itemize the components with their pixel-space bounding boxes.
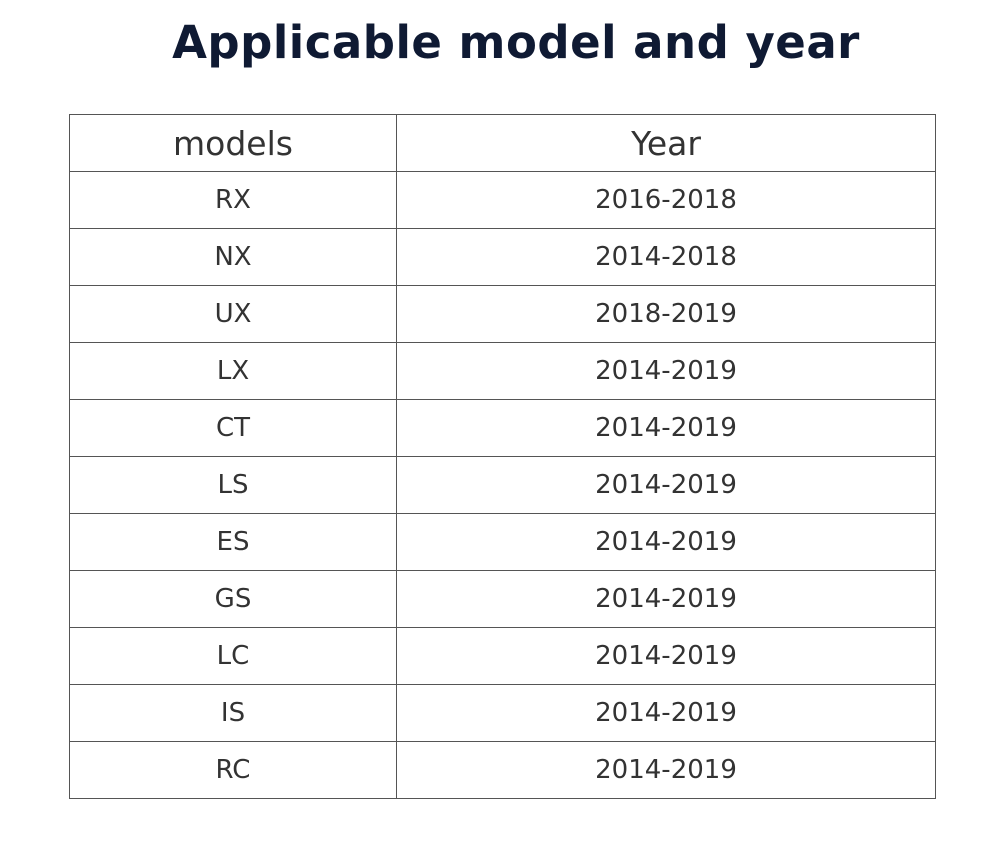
model-cell: UX	[69, 285, 397, 343]
table-row: UX 2018-2019	[69, 285, 936, 343]
table-row: LC 2014-2019	[69, 627, 936, 685]
model-cell: RX	[69, 171, 397, 229]
model-cell: GS	[69, 570, 397, 628]
table-row: LX 2014-2019	[69, 342, 936, 400]
year-cell: 2014-2019	[396, 342, 936, 400]
model-cell: LS	[69, 456, 397, 514]
year-cell: 2014-2019	[396, 456, 936, 514]
model-cell: RC	[69, 741, 397, 799]
table-row: ES 2014-2019	[69, 513, 936, 571]
table-header-row: models Year	[69, 114, 936, 172]
model-cell: CT	[69, 399, 397, 457]
year-cell: 2014-2019	[396, 570, 936, 628]
table-row: GS 2014-2019	[69, 570, 936, 628]
column-header-models: models	[69, 114, 397, 172]
model-cell: IS	[69, 684, 397, 742]
year-cell: 2014-2019	[396, 741, 936, 799]
year-cell: 2014-2019	[396, 684, 936, 742]
year-cell: 2014-2019	[396, 513, 936, 571]
year-cell: 2014-2018	[396, 228, 936, 286]
table-row: LS 2014-2019	[69, 456, 936, 514]
year-cell: 2018-2019	[396, 285, 936, 343]
year-cell: 2014-2019	[396, 399, 936, 457]
model-cell: NX	[69, 228, 397, 286]
table-row: IS 2014-2019	[69, 684, 936, 742]
table-row: CT 2014-2019	[69, 399, 936, 457]
model-year-table: models Year RX 2016-2018 NX 2014-2018 UX…	[69, 114, 936, 799]
table-row: NX 2014-2018	[69, 228, 936, 286]
page-title: Applicable model and year	[172, 16, 860, 69]
column-header-year: Year	[396, 114, 936, 172]
model-cell: LX	[69, 342, 397, 400]
year-cell: 2014-2019	[396, 627, 936, 685]
model-cell: LC	[69, 627, 397, 685]
year-cell: 2016-2018	[396, 171, 936, 229]
model-cell: ES	[69, 513, 397, 571]
table-row: RC 2014-2019	[69, 741, 936, 799]
table-row: RX 2016-2018	[69, 171, 936, 229]
